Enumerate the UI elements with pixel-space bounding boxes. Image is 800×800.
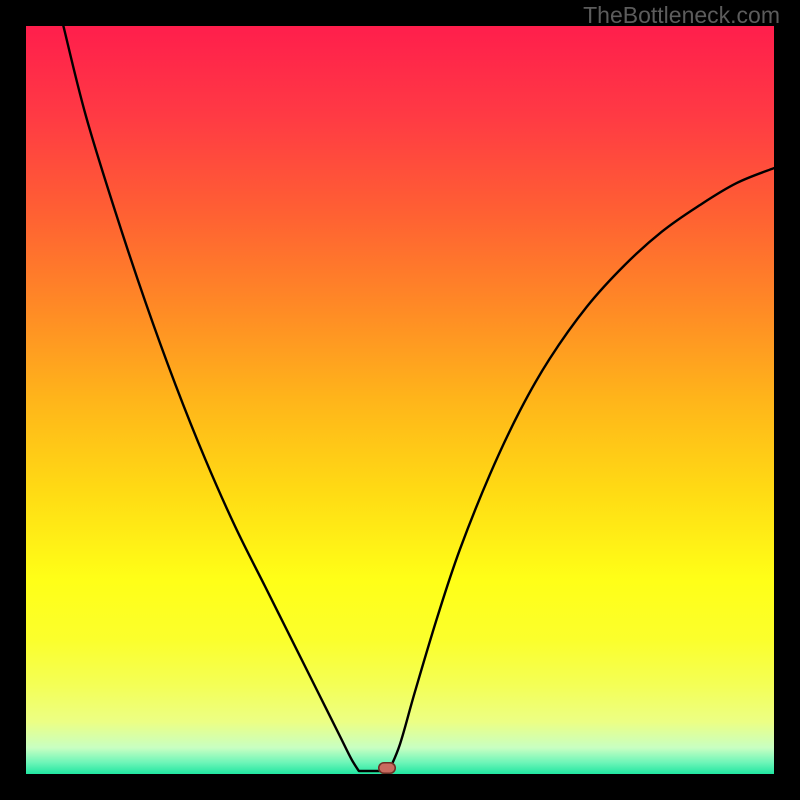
chart-stage: TheBottleneck.com <box>0 0 800 800</box>
bottleneck-curve <box>63 26 774 773</box>
optimum-marker <box>378 762 396 774</box>
plot-area <box>26 26 774 774</box>
watermark-text: TheBottleneck.com <box>583 2 780 29</box>
curve-layer <box>26 26 774 774</box>
